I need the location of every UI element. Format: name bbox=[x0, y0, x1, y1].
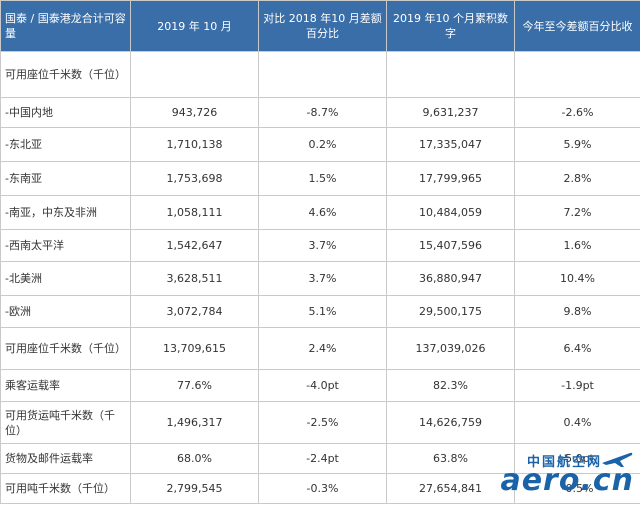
month-change-value: -0.3% bbox=[258, 473, 387, 504]
month-change-value: 0.2% bbox=[258, 127, 387, 162]
row-label: 可用座位千米数（千位） bbox=[0, 51, 131, 98]
row-label: -东南亚 bbox=[0, 161, 131, 196]
month-value: 3,628,511 bbox=[130, 261, 259, 296]
airplane-icon bbox=[602, 452, 633, 467]
table-row: -北美洲 3,628,511 3.7% 36,880,947 10.4% bbox=[0, 261, 640, 296]
ytd-change-value: 10.4% bbox=[514, 261, 640, 296]
ytd-change-value: 9.8% bbox=[514, 295, 640, 328]
table-row: -中国内地 943,726 -8.7% 9,631,237 -2.6% bbox=[0, 97, 640, 128]
month-value: 3,072,784 bbox=[130, 295, 259, 328]
cumulative-value: 17,335,047 bbox=[386, 127, 515, 162]
cumulative-value: 10,484,059 bbox=[386, 195, 515, 230]
row-label: 可用吨千米数（千位） bbox=[0, 473, 131, 504]
header-ytd-change: 今年至今差额百分比收 bbox=[514, 0, 640, 52]
cumulative-value: 15,407,596 bbox=[386, 229, 515, 262]
header-airline: 国泰 / 国泰港龙合计可容量 bbox=[0, 0, 131, 52]
cumulative-value: 9,631,237 bbox=[386, 97, 515, 128]
ytd-change-value: 2.8% bbox=[514, 161, 640, 196]
table-row: -南亚，中东及非洲 1,058,111 4.6% 10,484,059 7.2% bbox=[0, 195, 640, 230]
table-row: -欧洲 3,072,784 5.1% 29,500,175 9.8% bbox=[0, 295, 640, 328]
row-label: -东北亚 bbox=[0, 127, 131, 162]
table-row: -东南亚 1,753,698 1.5% 17,799,965 2.8% bbox=[0, 161, 640, 196]
row-label: 货物及邮件运载率 bbox=[0, 443, 131, 474]
month-value: 2,799,545 bbox=[130, 473, 259, 504]
table-row: 可用货运吨千米数（千位） 1,496,317 -2.5% 14,626,759 0.4% bbox=[0, 401, 640, 444]
table-row: 货物及邮件运载率 68.0% -2.4pt 63.8% -5.0pt bbox=[0, 443, 640, 474]
month-change-value: 3.7% bbox=[258, 229, 387, 262]
row-label: -中国内地 bbox=[0, 97, 131, 128]
month-value: 943,726 bbox=[130, 97, 259, 128]
month-value: 1,058,111 bbox=[130, 195, 259, 230]
cumulative-value: 27,654,841 bbox=[386, 473, 515, 504]
row-label: -西南太平洋 bbox=[0, 229, 131, 262]
ytd-change-value: 1.6% bbox=[514, 229, 640, 262]
ytd-change-value: 6.4% bbox=[514, 327, 640, 370]
ytd-change-value: -1.9pt bbox=[514, 369, 640, 402]
month-change-value: -4.0pt bbox=[258, 369, 387, 402]
month-value: 77.6% bbox=[130, 369, 259, 402]
table-row: -西南太平洋 1,542,647 3.7% 15,407,596 1.6% bbox=[0, 229, 640, 262]
row-label: -南亚，中东及非洲 bbox=[0, 195, 131, 230]
ytd-change-value: -0.5% bbox=[514, 473, 640, 504]
month-value: 1,710,138 bbox=[130, 127, 259, 162]
ytd-change-value: 0.4% bbox=[514, 401, 640, 444]
cumulative-value: 63.8% bbox=[386, 443, 515, 474]
row-label: 可用货运吨千米数（千位） bbox=[0, 401, 131, 444]
ytd-change-value bbox=[514, 51, 640, 98]
aero-cn-watermark: 中国航空网 aero.cn bbox=[474, 451, 634, 501]
header-month-change: 对比 2018 年10 月差额百分比 bbox=[258, 0, 387, 52]
row-label: 可用座位千米数（千位） bbox=[0, 327, 131, 370]
table-row: 可用吨千米数（千位） 2,799,545 -0.3% 27,654,841 -0.5% bbox=[0, 473, 640, 504]
table-row: 可用座位千米数（千位） 13,709,615 2.4% 137,039,026 6.4% bbox=[0, 327, 640, 370]
month-change-value: -2.4pt bbox=[258, 443, 387, 474]
month-value: 68.0% bbox=[130, 443, 259, 474]
cumulative-value: 29,500,175 bbox=[386, 295, 515, 328]
ytd-change-value: -2.6% bbox=[514, 97, 640, 128]
cumulative-value: 14,626,759 bbox=[386, 401, 515, 444]
month-change-value: 2.4% bbox=[258, 327, 387, 370]
month-value: 13,709,615 bbox=[130, 327, 259, 370]
month-change-value: 3.7% bbox=[258, 261, 387, 296]
watermark-chinese-text: 中国航空网 bbox=[526, 455, 602, 470]
header-cumulative: 2019 年10 个月累积数字 bbox=[386, 0, 515, 52]
month-change-value: -2.5% bbox=[258, 401, 387, 444]
table-body: 可用座位千米数（千位） -中国内地 943,726 -8.7% 9,631,237 -2.… bbox=[0, 51, 640, 504]
ytd-change-value: 7.2% bbox=[514, 195, 640, 230]
cumulative-value: 36,880,947 bbox=[386, 261, 515, 296]
table-header-row: 国泰 / 国泰港龙合计可容量 2019 年 10 月 对比 2018 年10 月… bbox=[0, 0, 640, 52]
ytd-change-value: 5.9% bbox=[514, 127, 640, 162]
table-row: 可用座位千米数（千位） bbox=[0, 51, 640, 98]
month-value: 1,753,698 bbox=[130, 161, 259, 196]
cumulative-value: 137,039,026 bbox=[386, 327, 515, 370]
cumulative-value: 82.3% bbox=[386, 369, 515, 402]
header-month: 2019 年 10 月 bbox=[130, 0, 259, 52]
month-change-value: 5.1% bbox=[258, 295, 387, 328]
month-value: 1,496,317 bbox=[130, 401, 259, 444]
month-change-value: -8.7% bbox=[258, 97, 387, 128]
month-change-value bbox=[258, 51, 387, 98]
month-value: 1,542,647 bbox=[130, 229, 259, 262]
row-label: -欧洲 bbox=[0, 295, 131, 328]
row-label: -北美洲 bbox=[0, 261, 131, 296]
cumulative-value: 17,799,965 bbox=[386, 161, 515, 196]
table-row: 乘客运载率 77.6% -4.0pt 82.3% -1.9pt bbox=[0, 369, 640, 402]
row-label: 乘客运载率 bbox=[0, 369, 131, 402]
cumulative-value bbox=[386, 51, 515, 98]
month-change-value: 1.5% bbox=[258, 161, 387, 196]
table-row: -东北亚 1,710,138 0.2% 17,335,047 5.9% bbox=[0, 127, 640, 162]
month-change-value: 4.6% bbox=[258, 195, 387, 230]
watermark-english-text: aero.cn bbox=[500, 463, 634, 498]
month-value bbox=[130, 51, 259, 98]
